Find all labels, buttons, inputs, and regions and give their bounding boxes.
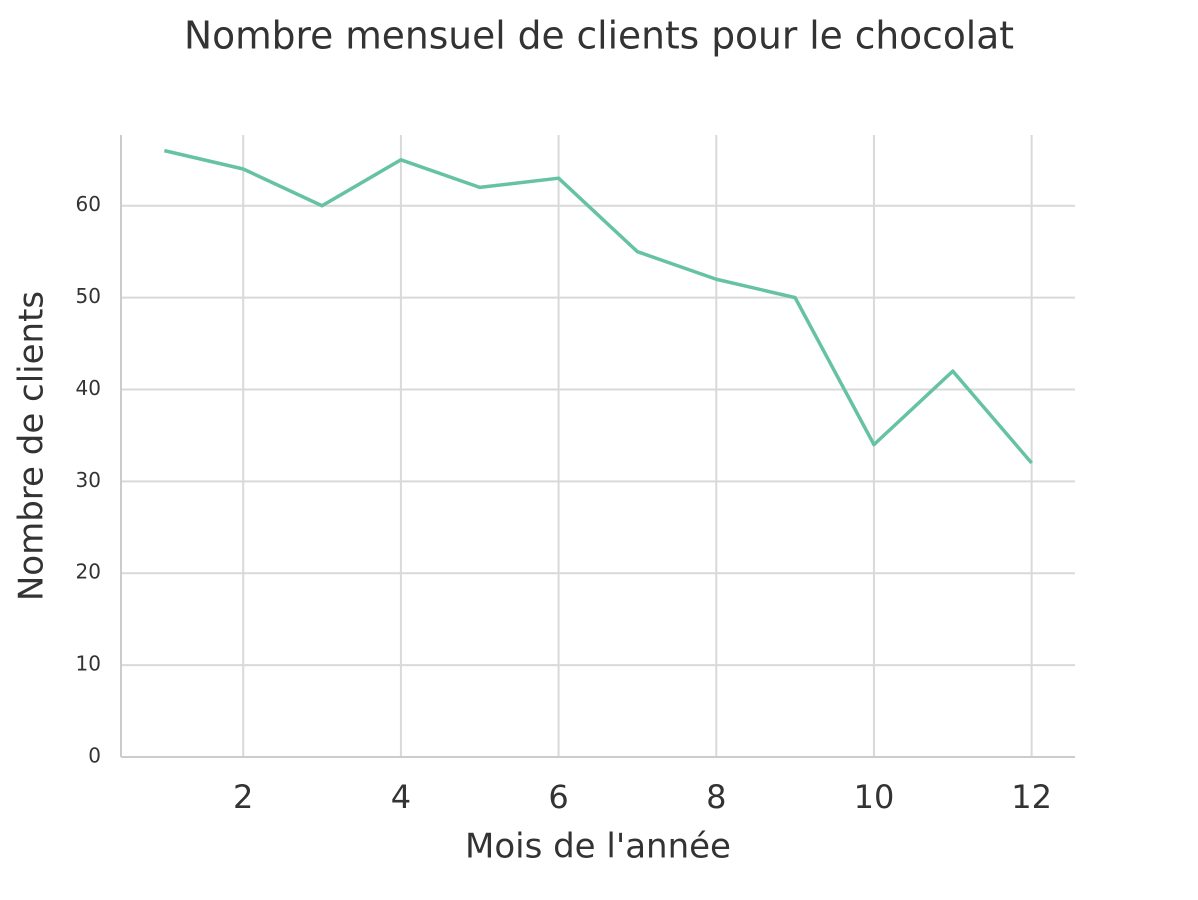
y-tick-label: 30 [76,468,101,492]
x-axis-label: Mois de l'année [465,827,731,867]
chart-title: Nombre mensuel de clients pour le chocol… [184,14,1014,58]
data-line [163,148,1033,465]
x-tick-label: 4 [391,778,411,816]
x-tick-label: 6 [548,778,568,816]
y-tick-label: 40 [76,376,101,400]
y-tick-label: 60 [76,192,101,216]
y-tick-label: 0 [88,744,101,768]
x-tick-label: 10 [854,778,895,816]
y-tick-label: 50 [76,284,101,308]
plot-area [163,148,1033,465]
y-tick-label: 20 [76,560,101,584]
x-tick-label: 12 [1011,778,1052,816]
x-tick-label: 8 [706,778,726,816]
y-tick-label: 10 [76,652,101,676]
grid: 0 10 20 30 40 50 60 2 4 6 8 10 12 [76,135,1075,816]
x-tick-label: 2 [233,778,253,816]
y-axis-label: Nombre de clients [12,291,52,601]
